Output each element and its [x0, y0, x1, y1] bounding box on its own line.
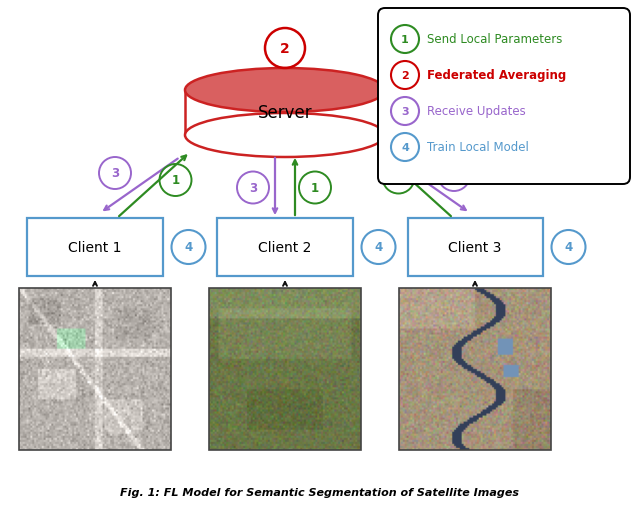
- Bar: [185, 91, 385, 136]
- Bar: [19, 288, 171, 450]
- Text: 1: 1: [311, 182, 319, 194]
- Text: 4: 4: [184, 241, 193, 254]
- Text: 1: 1: [394, 172, 403, 185]
- Bar: [399, 288, 551, 450]
- Text: 2: 2: [401, 71, 409, 81]
- Text: 2: 2: [280, 42, 290, 56]
- Text: 4: 4: [401, 143, 409, 153]
- Text: Client 1: Client 1: [68, 240, 122, 255]
- Bar: [408, 219, 543, 276]
- Bar: [28, 219, 163, 276]
- Text: 3: 3: [401, 107, 409, 117]
- Text: 3: 3: [111, 167, 119, 180]
- Text: 4: 4: [564, 241, 573, 254]
- Text: 3: 3: [249, 182, 257, 194]
- Ellipse shape: [185, 69, 385, 113]
- Text: 1: 1: [401, 35, 409, 45]
- Text: 3: 3: [450, 169, 458, 182]
- Text: 4: 4: [374, 241, 383, 254]
- Text: Client 3: Client 3: [448, 240, 502, 255]
- Bar: [218, 219, 353, 276]
- Text: Train Local Model: Train Local Model: [427, 141, 529, 154]
- Text: Send Local Parameters: Send Local Parameters: [427, 33, 563, 46]
- Text: Federated Averaging: Federated Averaging: [427, 69, 566, 82]
- Text: Client 2: Client 2: [259, 240, 312, 255]
- Text: Receive Updates: Receive Updates: [427, 105, 525, 118]
- FancyBboxPatch shape: [378, 9, 630, 185]
- Ellipse shape: [185, 114, 385, 158]
- Text: 1: 1: [172, 174, 180, 187]
- Text: Fig. 1: FL Model for Semantic Segmentation of Satellite Images: Fig. 1: FL Model for Semantic Segmentati…: [120, 487, 520, 497]
- Text: Server: Server: [258, 105, 312, 122]
- Bar: [209, 288, 361, 450]
